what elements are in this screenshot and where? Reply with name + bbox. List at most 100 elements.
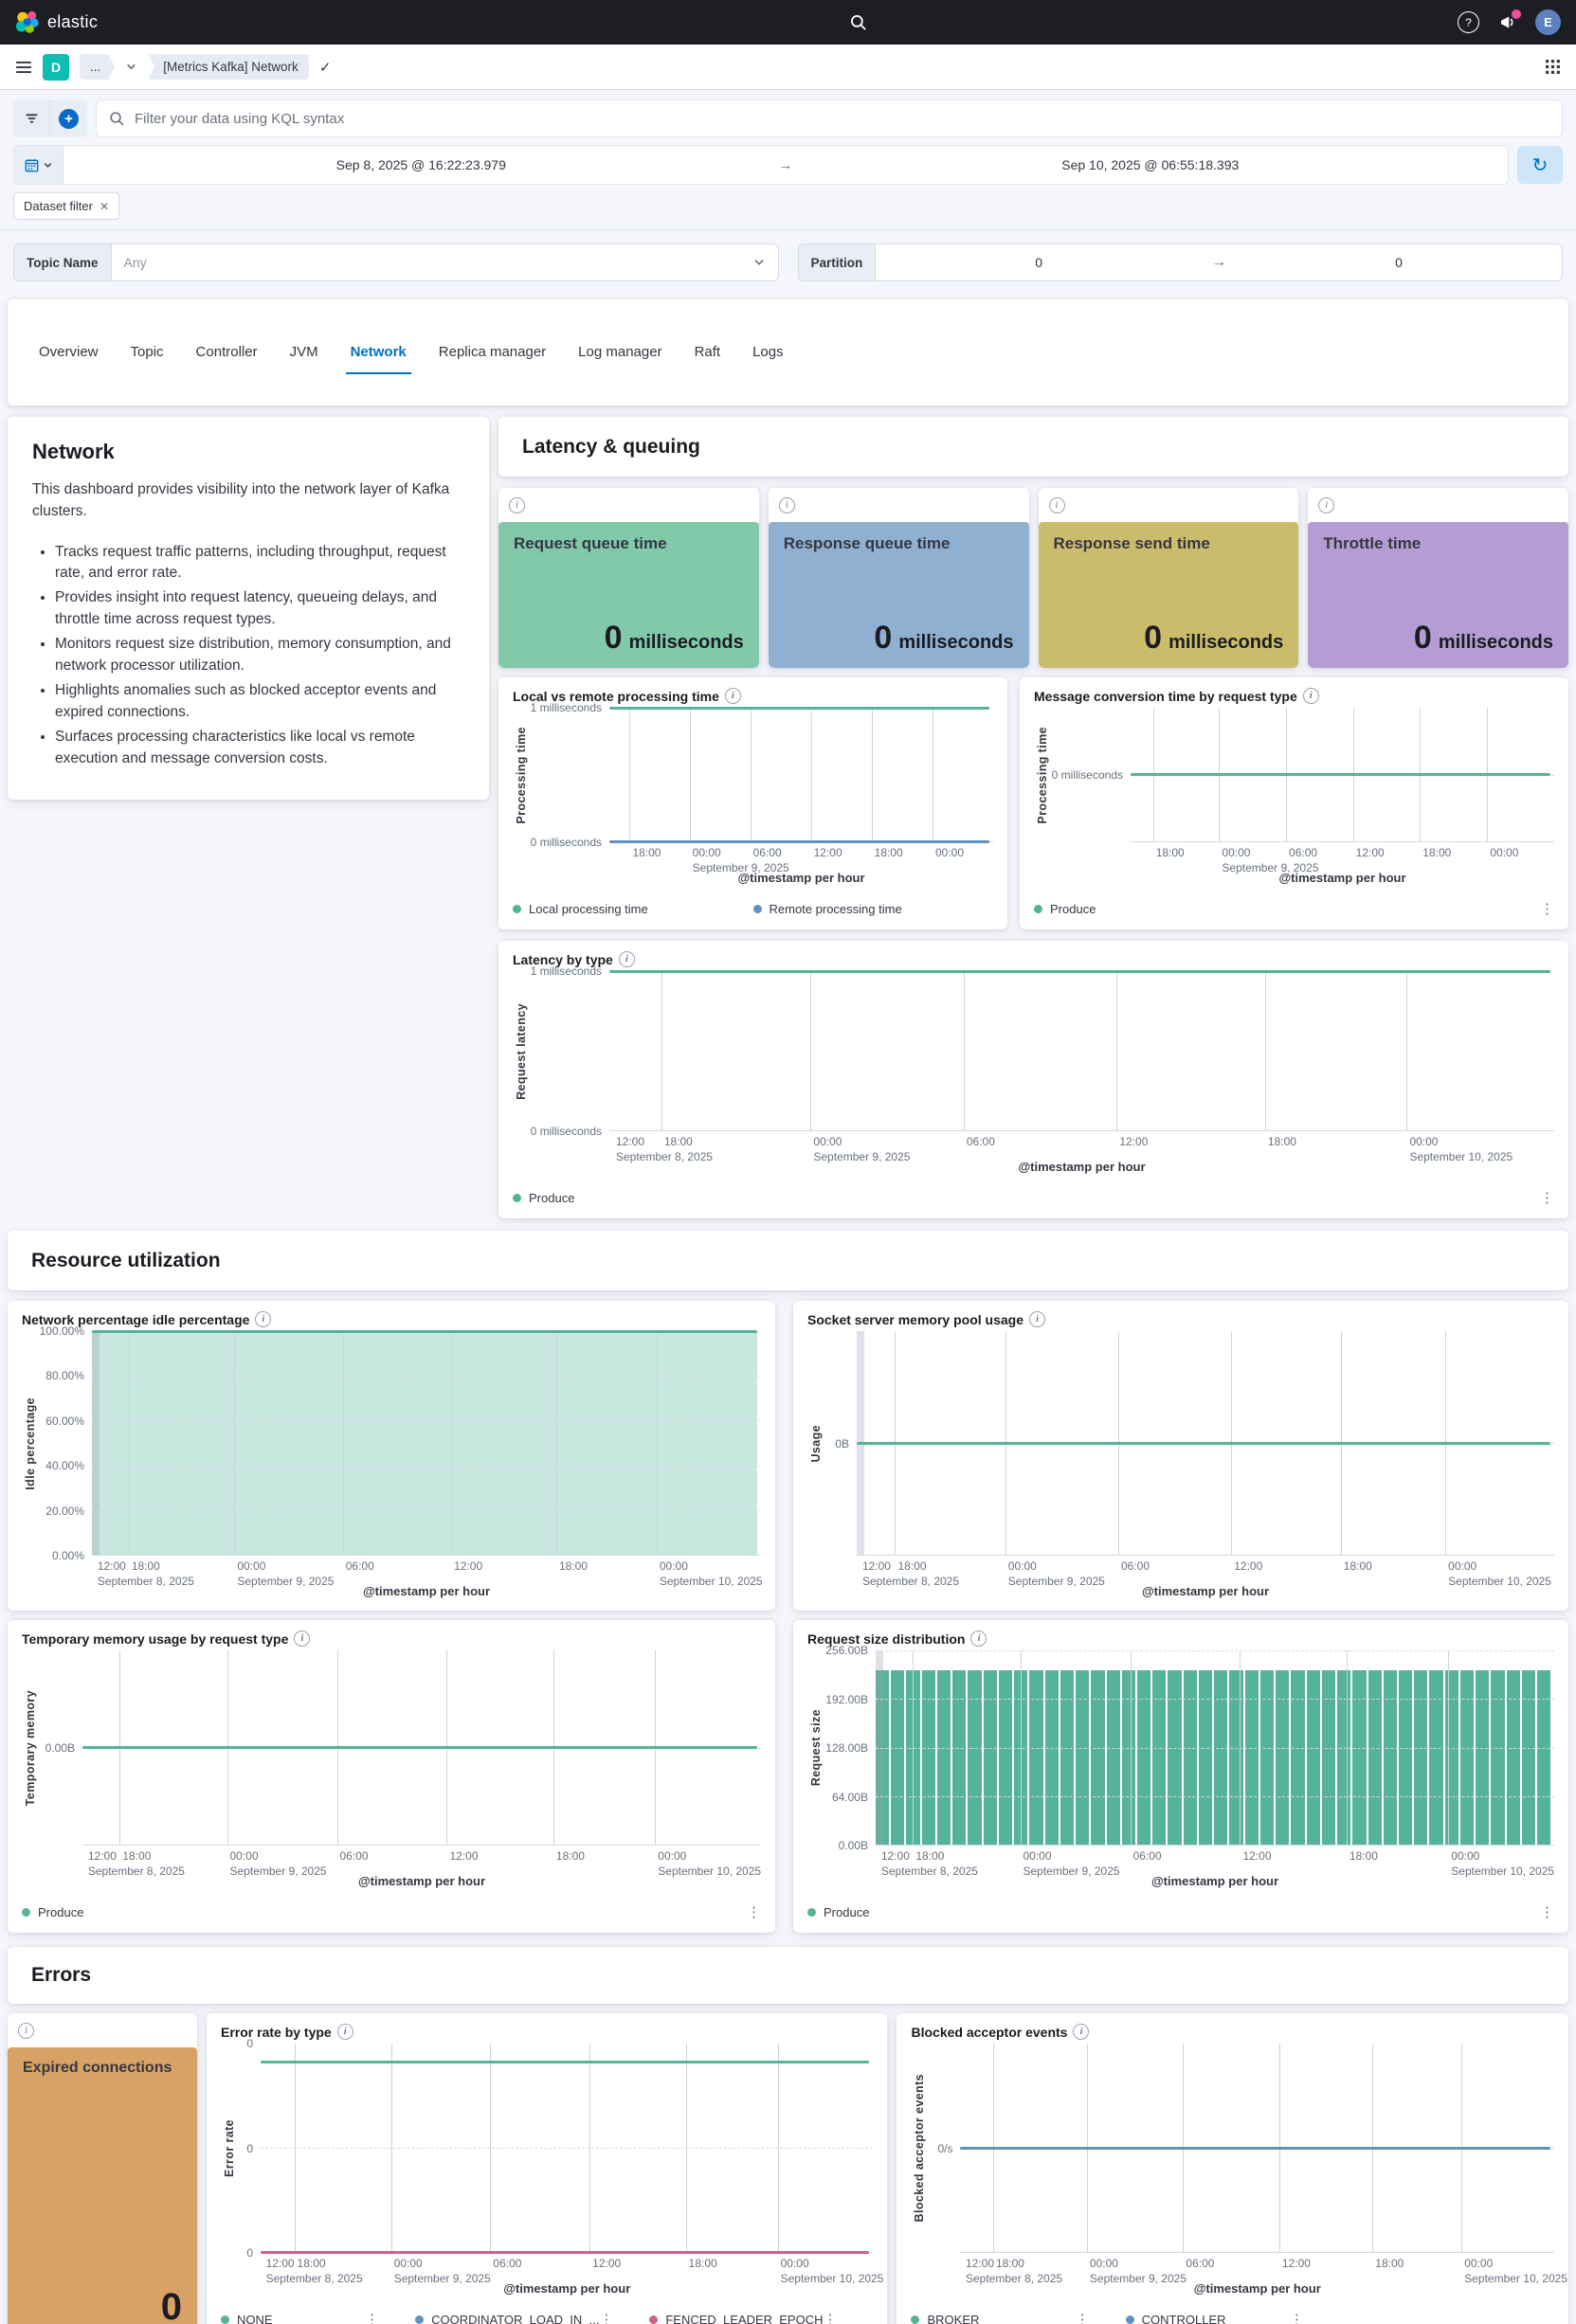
metric-value: 0 milliseconds — [604, 620, 744, 656]
x-tick-label: 00:00 September 9, 2025 — [1023, 1849, 1120, 1878]
info-icon[interactable]: i — [724, 688, 741, 704]
close-icon[interactable]: ✕ — [99, 199, 110, 213]
refresh-button[interactable]: ↻ — [1517, 146, 1563, 184]
legend-item-none[interactable]: NONE — [221, 2313, 273, 2324]
partition-to-input[interactable]: 0 — [1395, 255, 1403, 270]
x-axis-label: @timestamp per hour — [1150, 1874, 1279, 1888]
info-icon[interactable]: i — [1318, 496, 1335, 513]
add-filter-button[interactable]: + — [50, 99, 87, 137]
legend-options-icon[interactable]: ⋮ — [1075, 2312, 1090, 2324]
tab-bar: Overview Topic Controller JVM Network Replica… — [23, 332, 800, 374]
info-icon[interactable]: i — [294, 1630, 311, 1647]
info-icon[interactable]: i — [618, 951, 635, 967]
info-icon[interactable]: i — [255, 1311, 272, 1327]
x-axis-ticks: 12:00 September 8, 2025 18:00 00:00 Septembe… — [82, 1846, 761, 1878]
chart-title: Local vs remote processing time i — [513, 688, 993, 704]
x-tick-label: 12:00 September 8, 2025 — [965, 2257, 1063, 2285]
tab-topic[interactable]: Topic — [126, 332, 169, 374]
legend-item-remote-processing-time[interactable]: Remote processing time — [752, 902, 902, 916]
y-tick-label: 0 milliseconds — [1051, 768, 1123, 782]
legend-item-coordinator-load-in[interactable]: COORDINATOR_LOAD_IN_... — [415, 2313, 599, 2324]
tab-overview[interactable]: Overview — [34, 332, 103, 374]
metric-title: Request queue time — [514, 534, 667, 552]
breadcrumb-collapsed[interactable]: ... — [80, 54, 115, 80]
x-tick-label: 00:00 September 9, 2025 — [1089, 2257, 1187, 2285]
y-tick-label: 1 milliseconds — [530, 701, 602, 714]
dashboard-app-badge[interactable]: D — [43, 53, 69, 81]
y-axis-ticks: 256.00B 192.00B 128.00B 64.00B 0.00B — [824, 1644, 876, 1852]
time-range-end[interactable]: Sep 10, 2025 @ 06:55:18.393 — [1061, 157, 1240, 172]
tab-replica-manager[interactable]: Replica manager — [434, 332, 551, 374]
kql-search-input[interactable]: Filter your data using KQL syntax — [96, 99, 1563, 137]
errors-charts-grid: i Expired connections 0 Error rate by ty… — [8, 2013, 1568, 2324]
legend-options-icon[interactable]: ⋮ — [823, 2312, 838, 2324]
help-icon[interactable]: ? — [1458, 11, 1479, 33]
info-icon[interactable]: i — [1029, 1311, 1045, 1327]
panel-local-remote: Local vs remote processing time i Processi… — [498, 677, 1007, 929]
elastic-logo[interactable]: elastic — [15, 10, 98, 34]
metric-card-header: i — [498, 488, 759, 522]
info-icon[interactable]: i — [1073, 2024, 1090, 2040]
info-icon[interactable]: i — [1048, 496, 1065, 513]
x-tick-label: 00:00 September 10, 2025 — [1448, 1559, 1551, 1588]
panel-network-description: Network This dashboard provides visibili… — [8, 417, 489, 800]
legend-options-icon[interactable]: ⋮ — [1289, 2312, 1304, 2324]
section-title: Resource utilization — [31, 1249, 221, 1271]
legend-options-icon[interactable]: ⋮ — [747, 1904, 761, 1920]
chart-title: Latency by type i — [513, 951, 1554, 967]
breadcrumb-bar: D ... [Metrics Kafka] Network ✓ — [0, 45, 1576, 90]
legend-item-controller[interactable]: CONTROLLER — [1125, 2313, 1226, 2324]
search-icon[interactable] — [850, 13, 868, 31]
tab-log-manager[interactable]: Log manager — [573, 332, 666, 374]
legend-options-icon[interactable]: ⋮ — [365, 2312, 380, 2324]
topic-name-control[interactable]: Topic Name Any — [13, 243, 779, 281]
legend-item-produce[interactable]: Produce — [807, 1905, 869, 1919]
info-icon[interactable]: i — [509, 496, 525, 513]
legend-item-local-processing-time[interactable]: Local processing time — [513, 902, 648, 916]
network-bullet: Provides insight into request latency, q… — [55, 587, 464, 631]
legend-item-produce[interactable]: Produce — [513, 1191, 574, 1205]
tab-raft[interactable]: Raft — [690, 332, 726, 374]
tab-network[interactable]: Network — [345, 332, 411, 374]
y-axis-label: Processing time — [515, 726, 528, 824]
dataset-filter-chip[interactable]: Dataset filter ✕ — [13, 192, 120, 220]
legend-item-produce[interactable]: Produce — [1034, 902, 1096, 916]
x-tick-label: 00:00 September 9, 2025 — [1222, 846, 1319, 874]
chart-body: Blocked acceptor events 0/s 12:00 September… — [911, 2044, 1567, 2285]
legend-options-icon[interactable]: ⋮ — [599, 2312, 614, 2324]
legend-options-icon[interactable]: ⋮ — [1540, 1904, 1554, 1920]
apps-grid-icon[interactable] — [1545, 59, 1561, 75]
legend-options-icon[interactable]: ⋮ — [1540, 901, 1554, 917]
tab-jvm[interactable]: JVM — [285, 332, 323, 374]
time-range-start[interactable]: Sep 8, 2025 @ 16:22:23.979 — [335, 157, 506, 172]
y-axis-ticks: 0 0 0 — [238, 2037, 261, 2260]
legend-item-produce[interactable]: Produce — [22, 1905, 83, 1919]
breadcrumb-current[interactable]: [Metrics Kafka] Network — [148, 54, 309, 80]
filter-chip-label: Dataset filter — [24, 199, 93, 213]
info-icon[interactable]: i — [778, 496, 795, 513]
metric-card-header: i — [769, 488, 1029, 522]
info-icon[interactable]: i — [1302, 688, 1319, 704]
info-icon[interactable]: i — [336, 2024, 353, 2040]
metric-value: 0 milliseconds — [1413, 620, 1553, 656]
info-icon[interactable]: i — [18, 2022, 34, 2039]
filter-settings-button[interactable] — [13, 99, 50, 137]
tab-logs[interactable]: Logs — [748, 332, 788, 374]
partition-label: Partition — [798, 244, 877, 280]
newsfeed-icon[interactable] — [1498, 9, 1521, 31]
tab-controller[interactable]: Controller — [191, 332, 263, 374]
legend-options-icon[interactable]: ⋮ — [1540, 1190, 1554, 1206]
menu-hamburger-icon[interactable] — [15, 59, 32, 76]
y-tick-label: 40.00% — [45, 1459, 84, 1473]
legend-item-fenced-leader-epoch[interactable]: FENCED_LEADER_EPOCH — [649, 2313, 823, 2324]
x-tick-label: 18:00 — [632, 846, 661, 859]
calendar-icon — [25, 158, 38, 171]
legend-item-broker[interactable]: BROKER — [911, 2313, 979, 2324]
partition-from-input[interactable]: 0 — [1035, 255, 1043, 270]
chevron-down-icon[interactable] — [125, 61, 137, 73]
user-avatar[interactable]: E — [1535, 9, 1561, 35]
x-tick-label: 06:00 — [339, 1849, 369, 1863]
x-tick-label: 12:00 September 8, 2025 — [87, 1849, 185, 1878]
info-icon[interactable]: i — [970, 1630, 987, 1647]
calendar-button[interactable] — [14, 146, 63, 184]
